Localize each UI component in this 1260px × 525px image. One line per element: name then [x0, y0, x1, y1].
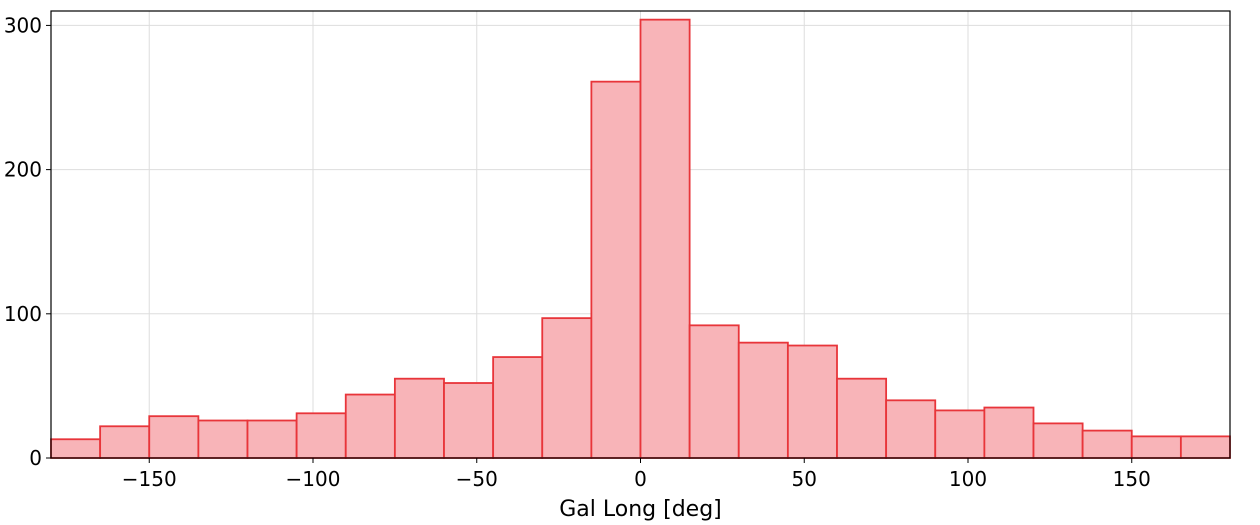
histogram-bar — [1179, 435, 1231, 459]
histogram-bar — [99, 425, 151, 459]
histogram-bar — [688, 324, 740, 459]
y-tick-label: 300 — [4, 13, 42, 37]
histogram-bar — [492, 356, 544, 459]
histogram-bar — [541, 317, 593, 459]
x-tick-label: −50 — [456, 467, 498, 491]
x-tick-label: −100 — [286, 467, 341, 491]
x-tick-label: 150 — [1113, 467, 1151, 491]
histogram-bar — [590, 80, 642, 459]
x-tick-label: −150 — [122, 467, 177, 491]
x-tick-label: 100 — [949, 467, 987, 491]
histogram-bar — [1032, 422, 1084, 459]
histogram-bar — [1130, 435, 1182, 459]
y-tick-label: 200 — [4, 158, 42, 182]
histogram-bar — [50, 438, 102, 459]
histogram-bar — [295, 412, 347, 459]
histogram-bar — [934, 409, 986, 459]
histogram-bar — [443, 382, 495, 459]
histogram-bar — [786, 344, 838, 459]
histogram-bar — [148, 415, 200, 459]
axis-ticks: −150 −100 −50 0 50 100 150 0 100 200 300 — [4, 13, 1151, 491]
x-tick-label: 50 — [792, 467, 817, 491]
histogram-bar — [1081, 429, 1133, 459]
histogram-bar — [737, 341, 789, 459]
histogram-bar — [393, 377, 445, 459]
histogram-bar — [344, 393, 396, 459]
histogram-bar — [885, 399, 937, 459]
y-tick-label: 100 — [4, 302, 42, 326]
histogram-bar — [246, 419, 298, 459]
histogram-bars — [50, 18, 1231, 459]
histogram-bar — [836, 377, 888, 459]
x-tick-label: 0 — [634, 467, 647, 491]
x-axis-label: Gal Long [deg] — [559, 497, 722, 522]
histogram-bar — [197, 419, 249, 459]
histogram-bar — [983, 406, 1035, 459]
y-tick-label: 0 — [29, 446, 42, 470]
histogram-bar — [639, 18, 691, 459]
